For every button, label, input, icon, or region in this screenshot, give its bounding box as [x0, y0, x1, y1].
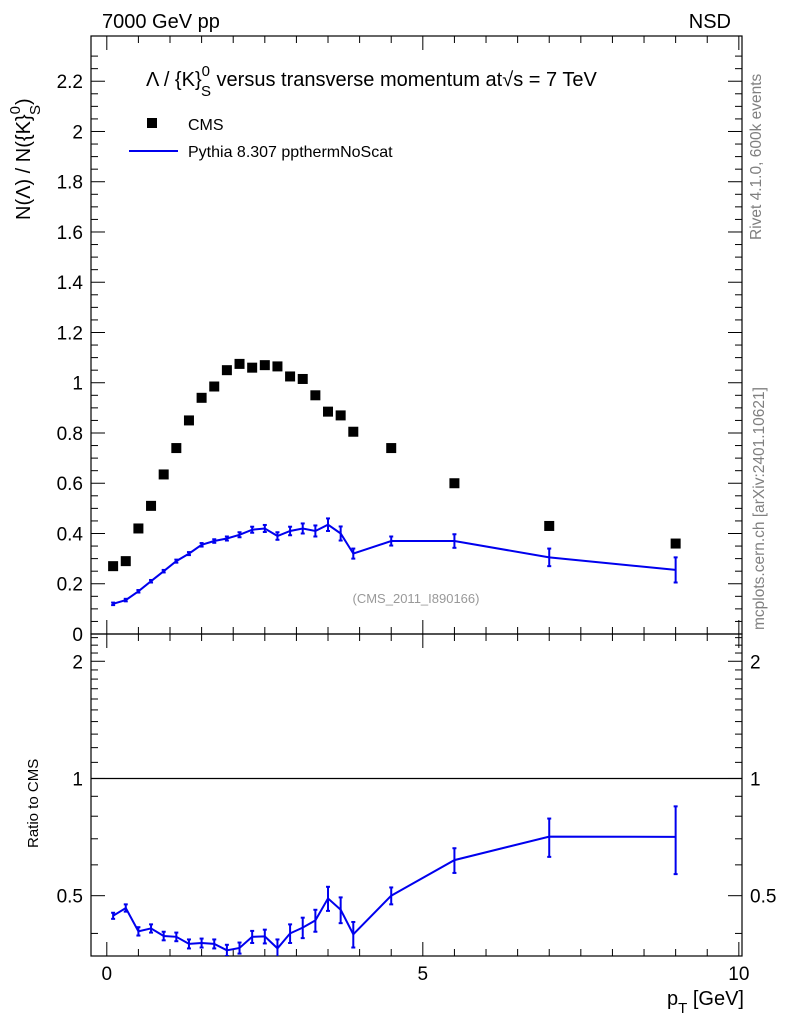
- main-y-tick-label: 1.4: [57, 273, 84, 294]
- cms-point: [386, 443, 397, 454]
- title-s: s: [513, 69, 523, 91]
- ratio-axis-ticks: 0 5 10 0.5 0.5 1 1 2 2: [57, 634, 776, 985]
- ratio-y-axis-label: Ratio to CMS: [25, 759, 42, 848]
- xlabel-sub-t: T: [678, 1000, 687, 1017]
- ratio-data-layer: [111, 805, 678, 956]
- cms-point: [146, 500, 157, 511]
- pythia-line: [112, 523, 676, 605]
- xlabel-p: p: [667, 988, 678, 1010]
- main-y-tick-label: 2: [72, 122, 83, 143]
- title-energy: = 7 TeV: [523, 69, 597, 91]
- header-left-label: 7000 GeV pp: [102, 11, 220, 33]
- cms-point: [259, 360, 270, 371]
- ratio-plot-frame: [90, 633, 743, 957]
- main-y-tick-label: 0.8: [57, 424, 83, 445]
- ratio-x-tick-label: 10: [728, 964, 749, 985]
- main-data-layer: [108, 358, 681, 607]
- title-rest: versus transverse momentum at: [211, 69, 503, 91]
- main-y-tick-label: 0: [72, 625, 83, 646]
- ylabel-part1: N(Λ) / N({K}: [13, 114, 35, 220]
- legend-pythia-label: Pythia 8.307 ppthermNoScat: [188, 144, 393, 161]
- title-sqrt-sign: √: [502, 69, 513, 91]
- title-sup-zero: 0: [202, 63, 210, 80]
- cms-point: [221, 365, 232, 376]
- cms-point: [335, 410, 346, 421]
- main-y-tick-label: 1.2: [57, 323, 83, 344]
- ratio-x-tick-label: 5: [418, 964, 429, 985]
- cms-point: [158, 469, 169, 480]
- header-right-label: NSD: [689, 11, 731, 33]
- analysis-tag: (CMS_2011_I890166): [353, 591, 480, 606]
- cms-point: [234, 358, 245, 369]
- ratio-x-tick-label: 0: [102, 964, 113, 985]
- cms-point: [285, 371, 296, 382]
- cms-point: [171, 443, 182, 454]
- cms-point: [209, 381, 220, 392]
- title-sub-s: S: [201, 83, 211, 100]
- ratio-series-group: [111, 805, 678, 956]
- ylabel-sup-zero: 0: [7, 106, 24, 114]
- cms-point: [247, 362, 258, 373]
- cms-point: [196, 392, 207, 403]
- main-y-tick-label: 2.2: [57, 72, 83, 93]
- ratio-y-tick-label: 2: [72, 652, 83, 673]
- x-axis-label: pT [GeV]: [667, 988, 744, 1017]
- cms-point: [297, 373, 308, 384]
- cms-point: [323, 406, 334, 417]
- title-slash-k: / {K}: [158, 69, 202, 91]
- cms-point: [544, 520, 555, 531]
- cms-point: [310, 390, 321, 401]
- xlabel-rest: [GeV]: [687, 988, 744, 1010]
- cms-point: [449, 478, 460, 489]
- cms-point: [272, 361, 283, 372]
- ylabel-sub-s: S: [27, 105, 44, 115]
- mcplots-label: mcplots.cern.ch [arXiv:2401.10621]: [751, 387, 768, 630]
- cms-point: [183, 415, 194, 426]
- main-y-tick-label: 0.6: [57, 474, 83, 495]
- legend-cms-label: CMS: [188, 117, 224, 134]
- ratio-y-tick-label: 0.5: [57, 887, 83, 908]
- cms-point: [120, 556, 131, 567]
- main-axis-ticks: 0 0.2 0.4 0.6 0.8 1 1.2 1.4 1.6 1.8 2 2.2: [57, 36, 742, 646]
- main-y-tick-label: 1.6: [57, 223, 83, 244]
- legend-cms-marker: [147, 118, 157, 128]
- title-lambda: Λ: [146, 69, 160, 91]
- ratio-y-tick-label-right: 2: [750, 652, 761, 673]
- cms-point: [348, 426, 359, 437]
- ratio-y-tick-label: 1: [72, 769, 83, 790]
- rivet-version-label: Rivet 4.1.0, 600k events: [748, 73, 765, 240]
- plot-title: Λ / {K}0 S versus transverse momentum at√…: [146, 63, 597, 100]
- ratio-y-tick-label-right: 1: [750, 769, 761, 790]
- main-y-axis-label: N(Λ) / N({K}0 S): [7, 98, 44, 220]
- main-y-tick-label: 0.2: [57, 575, 83, 596]
- main-y-tick-label: 1: [72, 374, 83, 395]
- main-y-tick-label: 0.4: [57, 524, 84, 545]
- legend: CMS Pythia 8.307 ppthermNoScat: [129, 117, 393, 161]
- ratio-line: [112, 835, 676, 952]
- ratio-y-tick-label-right: 0.5: [750, 887, 776, 908]
- ylabel-part2: ): [13, 98, 35, 105]
- cms-point: [108, 561, 119, 572]
- main-y-tick-label: 1.8: [57, 173, 83, 194]
- cms-point: [670, 538, 681, 549]
- cms-point: [133, 523, 144, 534]
